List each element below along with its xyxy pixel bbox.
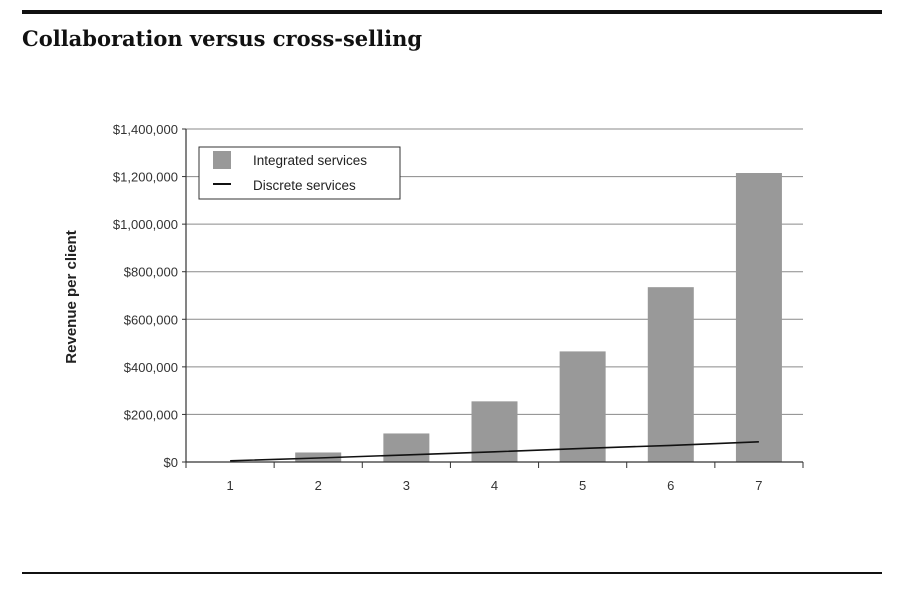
y-tick-label: $800,000 <box>124 265 178 280</box>
x-tick-label: 5 <box>579 478 586 493</box>
legend-label-integrated: Integrated services <box>253 153 367 168</box>
y-tick-label: $200,000 <box>124 407 178 422</box>
bar-integrated-5 <box>559 351 606 462</box>
x-tick-label: 4 <box>491 478 498 493</box>
figure-title: Collaboration versus cross-selling <box>22 26 423 51</box>
bar-integrated-3 <box>383 433 430 462</box>
x-tick-label: 1 <box>226 478 233 493</box>
y-tick-label: $1,400,000 <box>113 122 178 137</box>
legend-label-discrete: Discrete services <box>253 178 356 193</box>
x-tick-label: 3 <box>403 478 410 493</box>
x-tick-label: 7 <box>755 478 762 493</box>
y-tick-label: $400,000 <box>124 360 178 375</box>
bars-integrated <box>207 173 782 462</box>
x-tick-labels: 1 2 3 4 5 6 7 <box>226 478 762 493</box>
axes <box>182 128 804 468</box>
top-rule <box>22 10 882 14</box>
line-discrete-services <box>230 441 759 462</box>
y-tick-label: $600,000 <box>124 312 178 327</box>
line-discrete <box>230 441 759 462</box>
legend-swatch-integrated <box>213 151 231 169</box>
bar-integrated-7 <box>735 173 782 462</box>
x-tick-label: 6 <box>667 478 674 493</box>
bar-integrated-6 <box>647 287 694 462</box>
y-tick-label: $0 <box>164 455 178 470</box>
x-tick-label: 2 <box>315 478 322 493</box>
y-tick-label: $1,200,000 <box>113 170 178 185</box>
bottom-rule <box>22 572 882 574</box>
y-tick-label: $1,000,000 <box>113 217 178 232</box>
y-tick-labels: $0 $200,000 $400,000 $600,000 $800,000 $1,000… <box>113 122 178 470</box>
legend-box <box>198 146 401 200</box>
legend: Integrated services Discrete services <box>198 146 401 200</box>
y-axis-label: Revenue per client <box>63 230 80 363</box>
